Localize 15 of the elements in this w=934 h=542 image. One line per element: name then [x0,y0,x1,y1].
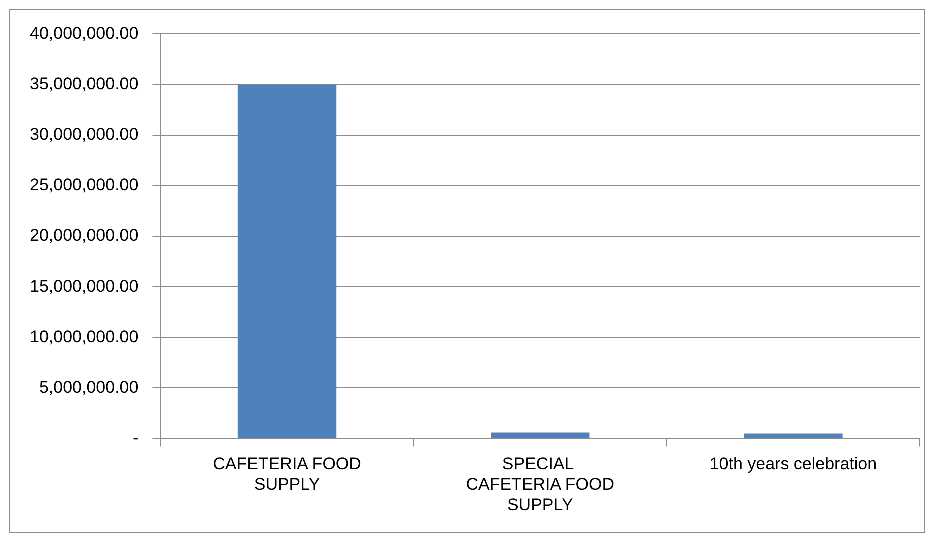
y-tick-label: 5,000,000.00 [39,378,139,397]
x-tick-label: SPECIAL CAFETERIA FOOD SUPPLY [466,454,615,514]
bar [744,434,843,438]
y-tick-label: 20,000,000.00 [30,226,139,246]
y-tick-label: 25,000,000.00 [30,176,139,195]
y-tick-label: 35,000,000.00 [30,74,139,94]
y-tick-label: 40,000,000.00 [30,24,139,43]
y-tick-label: 15,000,000.00 [30,276,139,296]
bar [238,84,337,438]
y-tick-label: 30,000,000.00 [30,125,139,144]
bar [491,432,590,438]
x-tick-label: 10th years celebration [710,454,878,474]
x-tick-label: CAFETERIA FOOD SUPPLY [213,454,362,494]
y-tick-label: 10,000,000.00 [30,327,139,346]
y-tick-label: - [133,428,139,448]
